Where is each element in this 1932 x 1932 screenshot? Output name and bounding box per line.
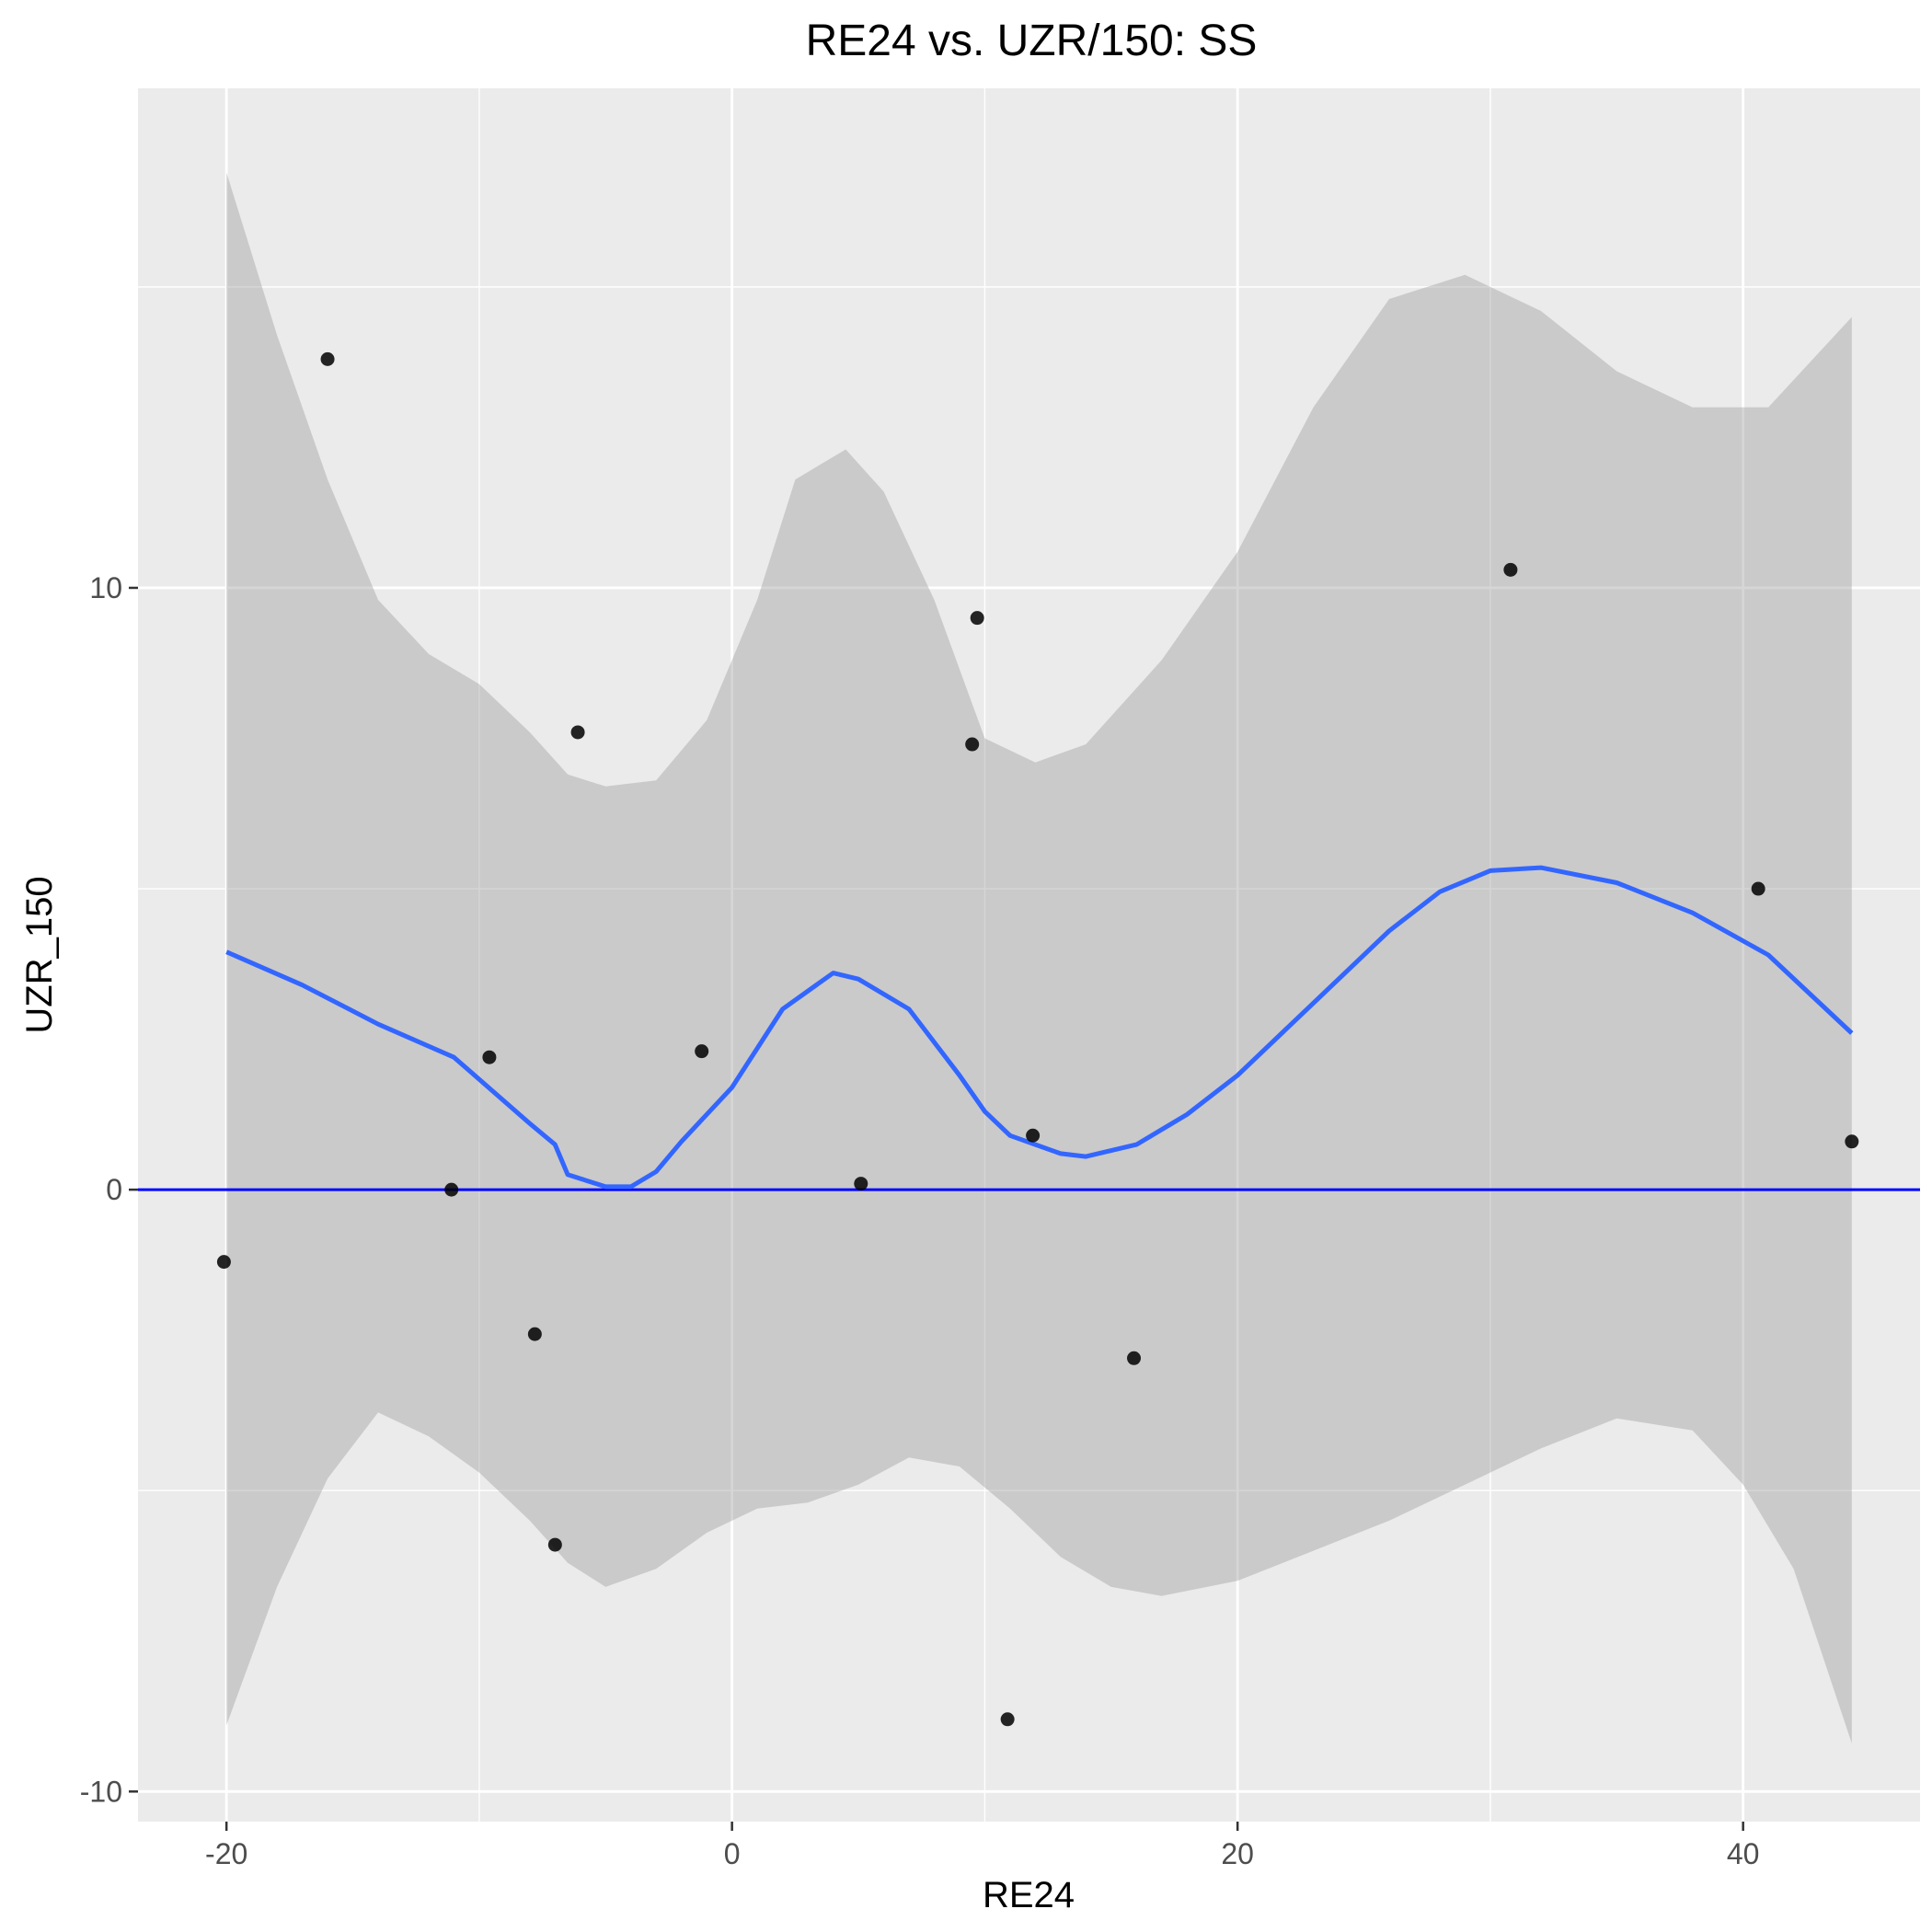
data-point xyxy=(695,1044,709,1059)
data-point xyxy=(320,351,335,366)
data-points xyxy=(216,351,1859,1727)
y-axis-title: UZR_150 xyxy=(19,876,60,1033)
data-point xyxy=(1503,562,1518,577)
data-point xyxy=(965,737,980,752)
x-axis-title: RE24 xyxy=(983,1875,1075,1915)
data-point xyxy=(970,611,984,626)
x-tick-label: 20 xyxy=(1221,1837,1254,1870)
data-point xyxy=(854,1177,868,1191)
data-point xyxy=(1751,881,1765,896)
minor-gridlines xyxy=(138,88,1920,1822)
chart-title: RE24 vs. UZR/150: SS xyxy=(806,17,1258,65)
confidence-band xyxy=(226,172,1852,1744)
data-point xyxy=(1127,1351,1142,1365)
y-tick-label: -10 xyxy=(80,1775,122,1808)
x-tick-label: -20 xyxy=(205,1837,247,1870)
y-tick-label: 0 xyxy=(106,1173,122,1206)
data-point xyxy=(216,1255,231,1270)
x-tick-label: 40 xyxy=(1727,1837,1760,1870)
data-point xyxy=(527,1327,542,1341)
y-tick-label: 10 xyxy=(89,571,122,604)
data-point xyxy=(444,1182,459,1197)
data-point xyxy=(547,1537,562,1552)
x-axis-ticks: -20 0 20 40 xyxy=(205,1822,1759,1870)
x-tick-label: 0 xyxy=(724,1837,741,1870)
plot-panel xyxy=(138,88,1920,1822)
smooth-line xyxy=(225,865,1854,1190)
data-point xyxy=(1845,1134,1859,1149)
y-axis-ticks: -10 0 10 xyxy=(80,571,138,1808)
data-point xyxy=(570,725,585,740)
data-point xyxy=(1026,1128,1041,1143)
data-point xyxy=(482,1050,497,1064)
data-point xyxy=(1000,1712,1015,1727)
